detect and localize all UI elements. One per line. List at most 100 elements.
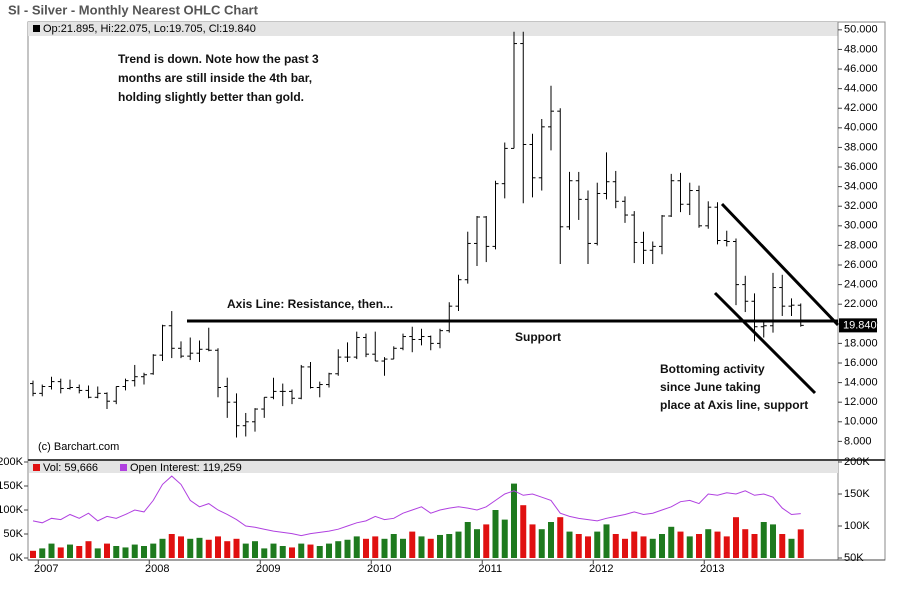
y-tick-label: 36.000 [844, 161, 878, 173]
volume-bar [779, 534, 786, 558]
volume-bar [85, 541, 92, 558]
y-tick-label: 34.000 [844, 181, 878, 193]
y-tick-label: 48.000 [844, 43, 878, 55]
y-tick-label: 40.000 [844, 122, 878, 134]
last-price-label: 19.840 [843, 319, 877, 331]
volume-bar [677, 531, 684, 558]
volume-bar [797, 529, 804, 558]
volume-bar [501, 519, 508, 558]
last-price-box [839, 318, 877, 333]
volume-bar [270, 543, 277, 558]
y-tick-label: 44.000 [844, 83, 878, 95]
y-tick-label: 32.000 [844, 200, 878, 212]
volume-bar [594, 531, 601, 558]
y-tick-label: 46.000 [844, 63, 878, 75]
volume-bar [113, 546, 120, 558]
volume-bar [483, 524, 490, 558]
x-tick-label: 2011 [478, 563, 502, 575]
volume-bar [279, 546, 286, 558]
y2-tick-label: 200K [844, 456, 870, 468]
volume-bar [529, 524, 536, 558]
volume-bar [178, 536, 184, 558]
volume-bar [770, 524, 776, 558]
volume-bar [233, 538, 240, 558]
volume-bar [788, 538, 795, 558]
legend-swatch [33, 464, 40, 471]
y-tick-label: 50.000 [844, 24, 878, 36]
chart-title: SI - Silver - Monthly Nearest OHLC Chart [8, 2, 259, 17]
y-tick-label: 150K [0, 480, 24, 492]
y-tick-label: 8.000 [844, 435, 872, 447]
volume-bar [659, 534, 665, 558]
volume-bar [335, 541, 342, 558]
trend-line [713, 291, 817, 395]
volume-bar [723, 536, 730, 558]
volume-bar [316, 546, 323, 558]
trend-line [720, 202, 840, 327]
volume-bar [372, 536, 379, 558]
legend-text: Vol: 59,666 [43, 462, 98, 474]
legend-swatch [120, 464, 127, 471]
volume-bar [150, 543, 157, 558]
volume-bar [455, 531, 462, 558]
x-tick-label: 2007 [34, 563, 58, 575]
y2-tick-label: 150K [844, 488, 870, 500]
x-tick-label: 2010 [367, 563, 391, 575]
volume-bar [705, 529, 712, 558]
volume-bar [57, 547, 64, 558]
volume-bar [298, 543, 305, 558]
y-tick-label: 100K [0, 504, 24, 516]
y2-tick-label: 100K [844, 520, 870, 532]
y-tick-label: 28.000 [844, 239, 878, 251]
volume-bar [307, 544, 314, 558]
y-tick-label: 12.000 [844, 396, 878, 408]
y-tick-label: 10.000 [844, 416, 878, 428]
volume-bar [566, 531, 573, 558]
x-tick-label: 2009 [256, 563, 280, 575]
copyright: (c) Barchart.com [38, 441, 119, 453]
volume-bar [575, 534, 582, 558]
y-tick-label: 38.000 [844, 141, 878, 153]
y-tick-label: 0K [10, 552, 24, 564]
x-tick-label: 2013 [700, 563, 724, 575]
volume-bar [686, 536, 693, 558]
volume-bar [437, 534, 443, 558]
volume-bar [409, 531, 416, 558]
volume-bar [159, 538, 166, 558]
volume-bar [538, 529, 545, 558]
volume-bar [48, 543, 55, 558]
annotation: Support [515, 330, 561, 344]
volume-bar [224, 541, 231, 558]
annotation: since June taking [660, 380, 761, 394]
volume-bar [187, 538, 194, 558]
volume-bar [622, 538, 628, 558]
volume-bar [640, 536, 647, 558]
volume-bar [141, 546, 147, 558]
y-tick-label: 14.000 [844, 376, 878, 388]
volume-bar [353, 536, 360, 558]
volume-bar [474, 529, 480, 558]
open-interest-line [32, 475, 801, 537]
volume-bar [168, 534, 175, 558]
volume-bar [733, 517, 739, 558]
volume-bar [492, 510, 499, 558]
volume-bar [585, 536, 591, 558]
y-tick-label: 24.000 [844, 279, 878, 291]
volume-bar [520, 505, 527, 558]
volume-bar [390, 534, 397, 558]
volume-bar [696, 534, 702, 558]
volume-bar [668, 526, 675, 558]
legend-strip [28, 22, 838, 36]
annotation: Trend is down. Note how the past 3 [118, 52, 319, 66]
volume-bar [464, 522, 471, 558]
x-tick-label: 2008 [145, 563, 169, 575]
volume-bar [39, 548, 46, 558]
volume-bar [612, 534, 619, 558]
volume-bar [326, 543, 332, 558]
volume-bar [548, 522, 554, 558]
y-tick-label: 26.000 [844, 259, 878, 271]
volume-bar [603, 524, 610, 558]
volume-bar [215, 536, 221, 558]
